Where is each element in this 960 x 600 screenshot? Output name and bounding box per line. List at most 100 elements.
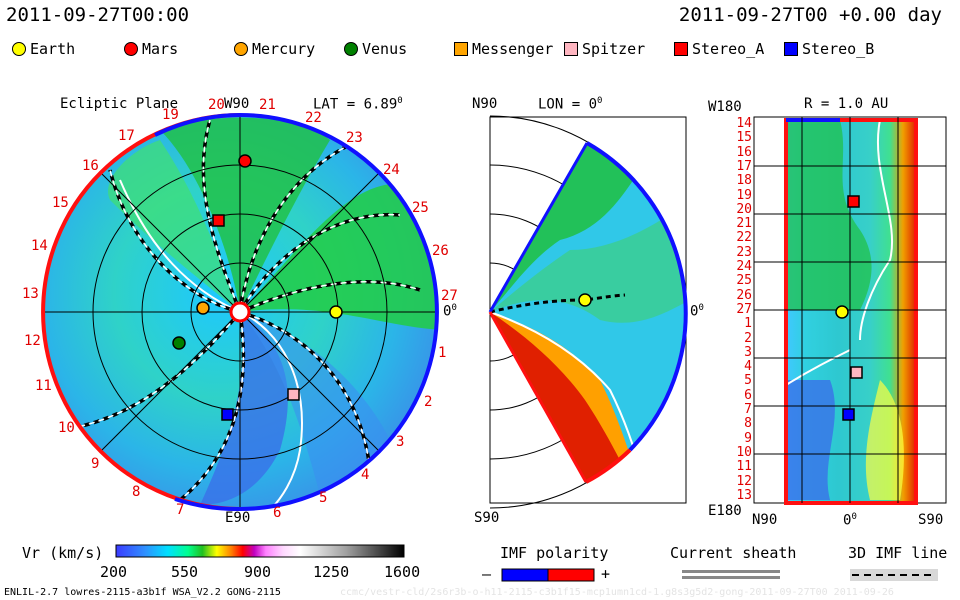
sun-marker [229, 301, 251, 323]
rim-number: 15 [52, 195, 69, 211]
legend-stereo-a: Stereo_A [674, 40, 764, 58]
rim-number: 3 [396, 434, 405, 450]
rim-number: 25 [412, 200, 429, 216]
rim-number: 22 [305, 110, 322, 126]
spitzer-map-marker [850, 366, 863, 379]
current-sheath-label: Current sheath [670, 544, 797, 562]
imf-minus-label: – [482, 565, 492, 583]
lat-value: LAT = 6.89 [313, 96, 398, 113]
map-ylabel: 26 [736, 287, 752, 303]
venus-marker [172, 336, 186, 350]
map-ylabel: 12 [736, 473, 752, 489]
ecliptic-bottom-label: E90 [225, 510, 251, 526]
rim-number: 2 [424, 394, 433, 410]
map-ylabel: 2 [744, 330, 752, 346]
colorbar-tick: 1250 [313, 563, 350, 581]
map-ylabel: 9 [744, 430, 752, 446]
map-ylabel: 14 [736, 116, 752, 131]
map-title: R = 1.0 AU [804, 96, 889, 112]
legend-label: Venus [362, 40, 408, 58]
rim-number: 1 [438, 345, 447, 361]
map-ylabel: 7 [744, 402, 752, 417]
imf-negative-swatch [501, 568, 549, 582]
map-ylabel: 18 [736, 173, 752, 189]
rim-number: 21 [259, 97, 276, 113]
rim-number: 12 [24, 333, 41, 349]
map-ylabel: 11 [736, 459, 752, 475]
lon0-value: 0 [443, 303, 452, 320]
meridional-bottom-label: S90 [474, 510, 500, 526]
map-xlabel-degree: 0 [851, 512, 857, 522]
earth-marker-meridional [578, 293, 592, 307]
colorbar-tick: 900 [244, 563, 272, 581]
map-ylabel: 17 [736, 158, 752, 174]
rim-number: 20 [208, 97, 225, 113]
ecliptic-title: Ecliptic Plane [60, 96, 179, 112]
map-ylabel: 24 [736, 259, 752, 274]
spitzer-marker-icon [564, 42, 578, 56]
map-ylabel: 6 [744, 387, 752, 403]
spitzer-marker [287, 388, 300, 401]
map-ylabel: 21 [736, 216, 752, 232]
rim-number: 6 [273, 505, 282, 521]
ecliptic-top-label: W90 [224, 96, 250, 112]
map-top-left-label: W180 [708, 99, 742, 115]
imf-plus-label: + [601, 565, 611, 583]
mars-marker-icon [124, 42, 138, 56]
imf-polarity-label: IMF polarity [500, 544, 609, 562]
mercury-marker-icon [234, 42, 248, 56]
rim-number: 7 [176, 502, 185, 518]
legend-label: Mars [142, 40, 179, 58]
stereo-b-map-marker [842, 408, 855, 421]
ecliptic-right-label: 00 [443, 303, 457, 320]
map-xlabel-n90: N90 [752, 512, 778, 528]
stereo-a-marker-icon [674, 42, 688, 56]
watermark: ccmc/vestr-cld/2s6r3b-o-h11-2115-c3b1f15… [340, 587, 894, 598]
legend-label: Stereo_A [692, 40, 765, 58]
map-ylabel: 1 [744, 316, 752, 332]
colorbar-tick: 1600 [384, 563, 421, 581]
map-xlabel-0: 00 [843, 512, 857, 529]
rim-number: 27 [441, 288, 458, 304]
map-ylabel: 15 [736, 130, 752, 146]
legend-stereo-b: Stereo_B [784, 40, 874, 58]
legend-label: Spitzer [582, 40, 646, 58]
legend-label: Messenger [472, 40, 554, 58]
lat-degree: 0 [397, 96, 403, 106]
rim-number: 5 [319, 490, 328, 506]
lon-value: LON = 0 [538, 96, 598, 113]
meridional-right-value: 0 [690, 303, 699, 320]
earth-marker [329, 305, 343, 319]
rim-number: 17 [118, 128, 135, 144]
rim-number: 26 [432, 243, 449, 259]
messenger-marker-icon [454, 42, 468, 56]
map-ylabel: 5 [744, 373, 752, 389]
imf-positive-swatch [547, 568, 595, 582]
lon-label: LON = 00 [538, 96, 602, 113]
stereo-a-map-marker [847, 195, 860, 208]
current-sheath-swatch [682, 570, 780, 573]
lon-degree: 0 [597, 96, 603, 106]
colorbar [115, 544, 405, 558]
r1au-panel [753, 116, 947, 505]
meridional-panel [488, 115, 688, 509]
map-ylabel: 20 [736, 201, 752, 217]
legend-label: Stereo_B [802, 40, 875, 58]
map-xlabel-0-value: 0 [843, 512, 852, 529]
rim-number: 24 [383, 162, 400, 178]
meridional-top-label: N90 [472, 96, 498, 112]
legend-spitzer: Spitzer [564, 40, 645, 58]
legend-messenger: Messenger [454, 40, 553, 58]
stereo-b-marker-icon [784, 42, 798, 56]
colorbar-tick: 200 [100, 563, 128, 581]
mars-marker [238, 154, 252, 168]
earth-map-marker [835, 305, 849, 319]
legend-mars: Mars [124, 40, 178, 58]
legend-venus: Venus [344, 40, 407, 58]
rim-number: 9 [91, 456, 100, 472]
datetime-right: 2011-09-27T00 +0.00 day [678, 4, 942, 26]
colorbar-tick: 550 [171, 563, 199, 581]
stereo-a-marker [212, 214, 225, 227]
map-ylabel: 16 [736, 144, 752, 160]
